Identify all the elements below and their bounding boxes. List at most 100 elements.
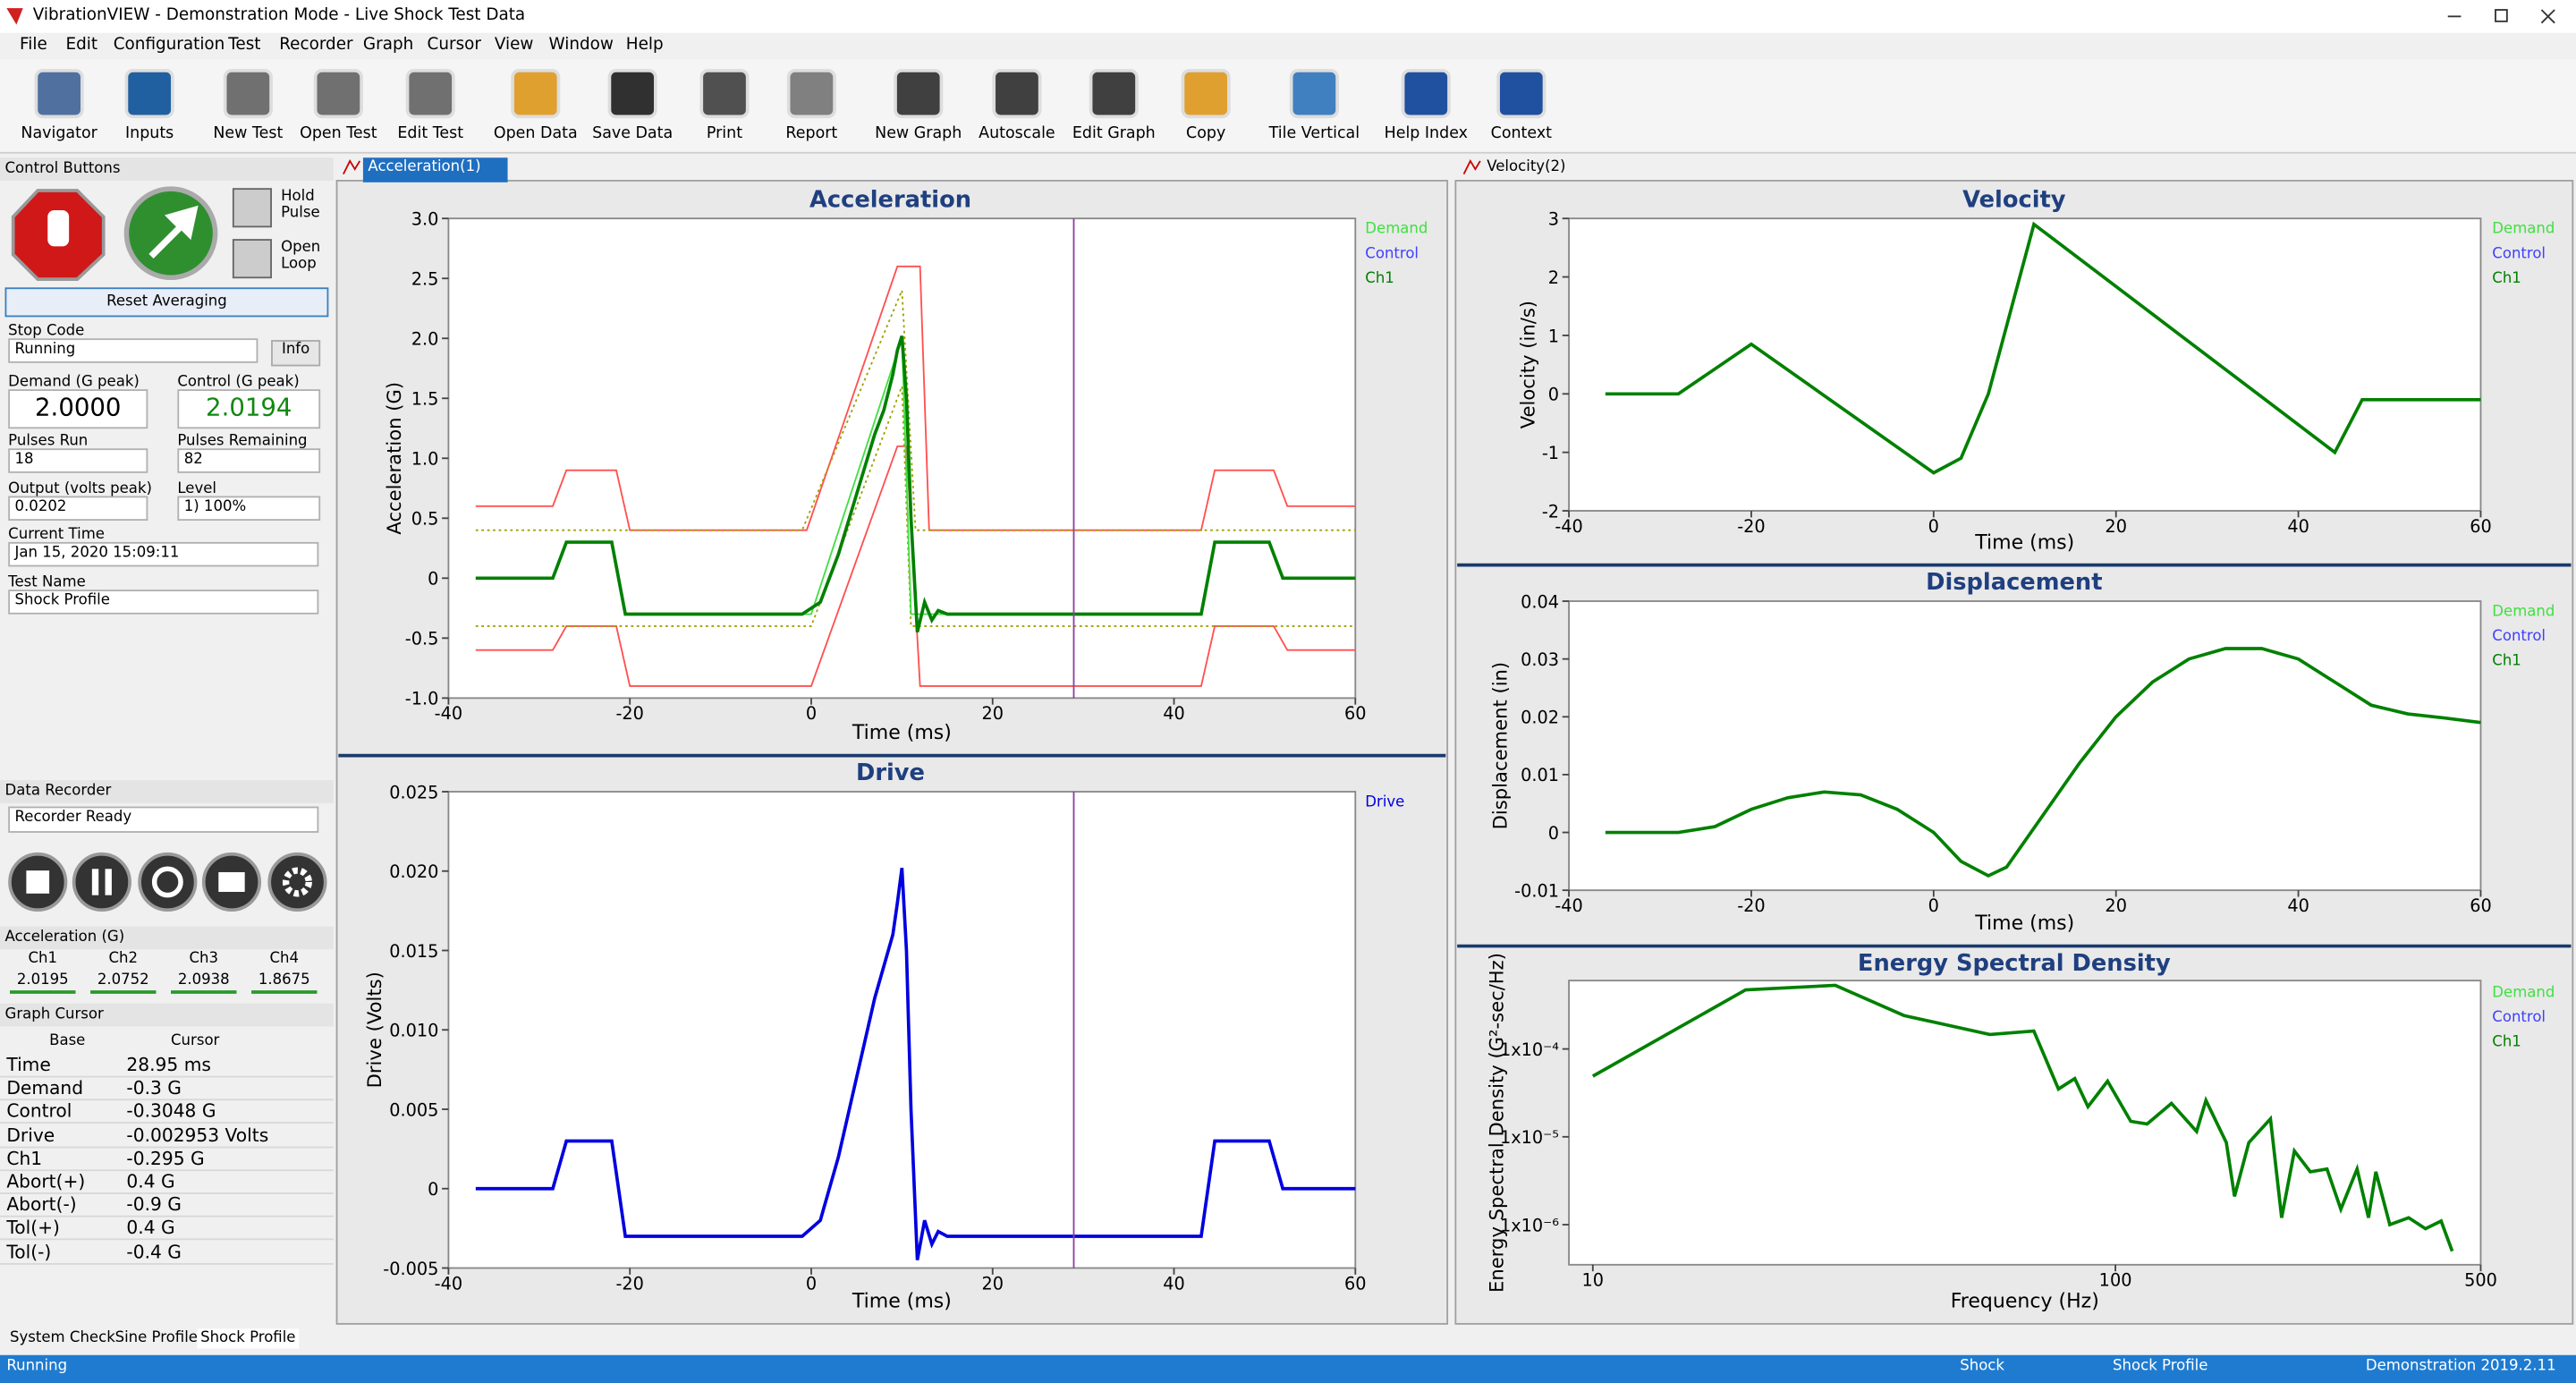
checkbox-label[interactable]: Hold Pulse	[281, 189, 320, 222]
toolbar-button[interactable]: Edit Test	[397, 124, 464, 143]
y-axis-label: Acceleration (G)	[383, 382, 405, 535]
channel-value: 2.0195	[16, 971, 69, 989]
status-text: 2019.2.11	[2480, 1358, 2556, 1375]
toolbar-button[interactable]: Context	[1490, 124, 1552, 143]
toolbar-button[interactable]: Navigator	[21, 124, 97, 143]
y-tick-label: 0.04	[1521, 591, 1559, 612]
x-axis-label: Time (ms)	[852, 1291, 952, 1313]
y-tick-label: 0.015	[389, 941, 438, 962]
cursor-row-value: -0.3048 G	[126, 1100, 216, 1123]
checkbox-label[interactable]: Open Loop	[281, 240, 321, 273]
row-line	[0, 1239, 334, 1241]
menu-item[interactable]: Window	[548, 36, 614, 55]
toolbar-icon	[124, 69, 174, 119]
doc-tab[interactable]: Velocity(2)	[1487, 159, 1566, 176]
x-tick-label: 60	[1344, 703, 1367, 724]
toolbar-button[interactable]: Autoscale	[979, 124, 1055, 143]
toolbar-button[interactable]: Edit Graph	[1072, 124, 1156, 143]
toolbar-button[interactable]: New Graph	[875, 124, 962, 143]
field-value: Running	[8, 338, 258, 363]
x-axis-label: Time (ms)	[852, 722, 952, 744]
cursor-row-value: -0.3 G	[126, 1077, 182, 1099]
menu-item[interactable]: Edit	[65, 36, 98, 55]
x-axis-label: Time (ms)	[1974, 912, 2074, 935]
x-tick-label: -20	[1737, 516, 1765, 537]
toolbar-button[interactable]: Save Data	[592, 124, 674, 143]
info-button[interactable]: Info	[271, 340, 321, 367]
toolbar-button[interactable]: Help Index	[1384, 124, 1468, 143]
toolbar-icon	[699, 69, 750, 119]
toolbar-icon	[786, 69, 836, 119]
y-tick-label: 1x10⁻⁵	[1500, 1127, 1559, 1148]
x-axis-label: Frequency (Hz)	[1951, 1291, 2099, 1313]
y-tick-label: -2	[1542, 501, 1559, 522]
toolbar-button[interactable]: Open Data	[493, 124, 578, 143]
toolbar-button[interactable]: Inputs	[124, 124, 174, 143]
menu-item[interactable]: Help	[625, 36, 664, 55]
bottom-tab[interactable]: System Check	[10, 1330, 115, 1347]
row-line	[0, 1099, 334, 1101]
x-tick-label: 60	[2470, 895, 2492, 916]
channel-name: Ch2	[108, 951, 139, 968]
toolbar-button[interactable]: Print	[706, 124, 743, 143]
cursor-row-label: Demand	[6, 1077, 84, 1099]
cursor-row-label: Ch1	[6, 1148, 43, 1169]
x-tick-label: 0	[806, 1273, 817, 1294]
menu-item[interactable]: Cursor	[427, 36, 481, 55]
bottom-tab[interactable]: Shock Profile	[197, 1328, 300, 1349]
status-text: Running	[6, 1358, 68, 1375]
x-tick-label: 60	[1344, 1273, 1367, 1294]
x-tick-label: 20	[981, 1273, 1004, 1294]
cursor-row-value: -0.9 G	[126, 1194, 182, 1217]
menu-item[interactable]: View	[494, 36, 534, 55]
legend-entry: Ch1	[2492, 269, 2521, 286]
field-label: Pulses Run	[8, 433, 89, 451]
panel-header: Data Recorder	[0, 780, 334, 803]
toolbar-button[interactable]: Open Test	[300, 124, 377, 143]
y-tick-label: 1	[1548, 326, 1559, 346]
y-tick-label: 2.0	[411, 329, 439, 350]
y-axis-label: Energy Spectral Density (G²-sec/Hz)	[1486, 953, 1508, 1293]
legend-entry: Demand	[2492, 984, 2555, 1001]
toolbar-icon	[511, 69, 561, 119]
legend-entry: Drive	[1365, 793, 1404, 810]
menu-item[interactable]: File	[20, 36, 47, 55]
toolbar-button[interactable]: Tile Vertical	[1268, 124, 1360, 143]
toolbar-button[interactable]: Report	[785, 124, 838, 143]
plot-area	[1568, 980, 2482, 1266]
y-tick-label: 2.5	[411, 269, 439, 290]
plot-area	[447, 791, 1357, 1269]
legend-entry: Control	[1365, 244, 1419, 261]
row-line	[0, 1145, 334, 1148]
toolbar-button[interactable]: New Test	[213, 124, 284, 143]
cursor-row-label: Time	[6, 1054, 51, 1076]
channel-value: 2.0752	[97, 971, 149, 989]
y-tick-label: 0.010	[389, 1021, 438, 1041]
menu-item[interactable]: Test	[228, 36, 261, 55]
y-tick-label: -0.5	[405, 629, 439, 649]
toolbar-icon	[405, 69, 455, 119]
field-label: Level	[177, 480, 217, 498]
toolbar-icon	[223, 69, 273, 119]
chart-title: Energy Spectral Density	[1858, 950, 2171, 977]
toolbar-button[interactable]: Copy	[1186, 124, 1226, 143]
x-tick-label: 20	[2105, 516, 2127, 537]
reset-button[interactable]: Reset Averaging	[4, 287, 329, 318]
field-value: 2.0194	[177, 389, 321, 429]
y-tick-label: -1.0	[405, 689, 439, 709]
menu-item[interactable]: Graph	[362, 36, 414, 55]
bottom-tab[interactable]: Sine Profile	[114, 1330, 198, 1347]
y-axis-label: Velocity (in/s)	[1517, 301, 1539, 428]
x-tick-label: 20	[981, 703, 1004, 724]
menu-item[interactable]: Configuration	[113, 36, 225, 55]
y-tick-label: 3.0	[411, 209, 439, 230]
menu-item[interactable]: Recorder	[279, 36, 353, 55]
y-tick-label: 0.03	[1521, 649, 1559, 670]
cursor-row-label: Control	[6, 1100, 72, 1123]
y-tick-label: -0.005	[383, 1259, 438, 1279]
channel-value: 1.8675	[258, 971, 310, 989]
doc-tab[interactable]: Acceleration(1)	[362, 157, 508, 182]
legend-entry: Ch1	[2492, 1033, 2521, 1050]
